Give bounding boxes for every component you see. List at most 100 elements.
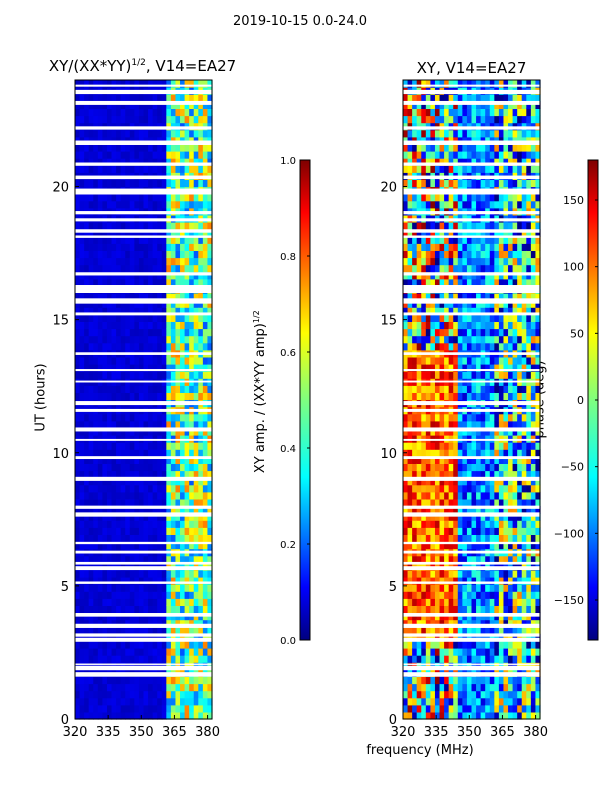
heatmap-cell: [180, 151, 186, 159]
heatmap-cell: [207, 577, 213, 585]
heatmap-cell: [97, 449, 103, 457]
heatmap-cell: [430, 697, 436, 706]
heatmap-cell: [79, 136, 85, 145]
heatmap-cell: [157, 101, 163, 109]
heatmap-cell: [207, 676, 213, 685]
heatmap-cell: [166, 80, 172, 88]
heatmap-cell: [198, 619, 204, 628]
heatmap-cell: [102, 101, 108, 109]
heatmap-cell: [430, 484, 436, 493]
heatmap-cell: [498, 470, 505, 479]
heatmap-cell: [180, 704, 186, 713]
heatmap-cell: [202, 378, 209, 386]
heatmap-cell: [161, 122, 167, 131]
heatmap-cell: [471, 207, 477, 216]
heatmap-cell: [180, 534, 186, 543]
heatmap-cell: [170, 193, 177, 202]
heatmap-cell: [403, 378, 409, 386]
heatmap-cell: [125, 413, 131, 422]
heatmap-cell: [439, 470, 445, 479]
heatmap-cell: [129, 569, 135, 578]
heatmap-cell: [111, 87, 117, 95]
left-y-axis-label: UT (hours): [33, 363, 49, 432]
heatmap-cell: [503, 307, 509, 315]
heatmap-cell: [189, 449, 195, 457]
heatmap-cell: [421, 222, 427, 230]
heatmap-cell: [157, 569, 163, 578]
heatmap-cell: [416, 158, 422, 166]
heatmap-cell: [84, 640, 90, 649]
heatmap-cell: [462, 101, 468, 109]
heatmap-cell: [512, 449, 518, 457]
heatmap-cell: [143, 506, 149, 514]
heatmap-cell: [471, 598, 477, 606]
heatmap-cell: [453, 555, 459, 564]
heatmap-cell: [106, 129, 113, 138]
heatmap-cell: [166, 406, 172, 415]
heatmap-cell: [97, 619, 103, 628]
heatmap-cell: [193, 179, 199, 188]
heatmap-cell: [425, 541, 431, 550]
heatmap-cell: [184, 498, 190, 507]
heatmap-cell: [434, 293, 441, 301]
heatmap-cell: [489, 371, 495, 379]
heatmap-cell: [407, 364, 413, 372]
heatmap-cell: [166, 158, 172, 166]
heatmap-cell: [448, 676, 454, 685]
heatmap-cell: [138, 193, 145, 202]
heatmap-cell: [508, 307, 514, 315]
heatmap-cell: [407, 165, 413, 173]
heatmap-cell: [88, 548, 94, 557]
heatmap-cell: [462, 158, 468, 166]
heatmap-cell: [189, 207, 195, 216]
heatmap-cell: [102, 80, 108, 88]
heatmap-cell: [480, 584, 486, 592]
heatmap-cell: [102, 435, 108, 443]
heatmap-cell: [189, 349, 195, 358]
heatmap-cell: [161, 648, 167, 656]
heatmap-cell: [102, 406, 108, 415]
heatmap-cell: [416, 711, 422, 720]
heatmap-cell: [79, 605, 85, 614]
heatmap-cell: [134, 612, 140, 621]
heatmap-cell: [476, 420, 482, 429]
heatmap-cell: [403, 179, 409, 188]
heatmap-cell: [138, 548, 145, 557]
heatmap-cell: [476, 640, 482, 649]
heatmap-cell: [207, 435, 213, 443]
heatmap-cell: [503, 101, 509, 109]
heatmap-cell: [425, 271, 431, 280]
heatmap-cell: [111, 321, 117, 330]
heatmap-cell: [489, 222, 495, 230]
heatmap-cell: [161, 506, 167, 514]
heatmap-cell: [116, 385, 122, 393]
heatmap-cell: [88, 236, 94, 244]
heatmap-cell: [198, 179, 204, 188]
heatmap-cell: [134, 94, 140, 102]
heatmap-cell: [148, 619, 154, 628]
heatmap-cell: [134, 229, 140, 237]
heatmap-cell: [134, 165, 140, 173]
heatmap-cell: [157, 207, 163, 216]
left-title-tail: , V14=EA27: [145, 57, 237, 75]
heatmap-cell: [189, 598, 195, 606]
heatmap-cell: [494, 222, 500, 230]
heatmap-cell: [152, 655, 158, 663]
heatmap-cell: [508, 136, 514, 145]
heatmap-cell: [485, 527, 491, 535]
heatmap-cell: [425, 371, 431, 379]
heatmap-cell: [138, 371, 145, 379]
heatmap-cell: [120, 80, 126, 88]
heatmap-cell: [494, 619, 500, 628]
heatmap-cell: [403, 442, 409, 450]
heatmap-cell: [453, 399, 459, 408]
heatmap-cell: [489, 94, 495, 102]
heatmap-cell: [444, 690, 450, 699]
heatmap-cell: [84, 435, 90, 443]
heatmap-cell: [412, 392, 418, 401]
heatmap-cell: [444, 463, 450, 472]
heatmap-cell: [407, 598, 413, 606]
heatmap-cell: [170, 669, 177, 677]
heatmap-cell: [207, 690, 213, 699]
